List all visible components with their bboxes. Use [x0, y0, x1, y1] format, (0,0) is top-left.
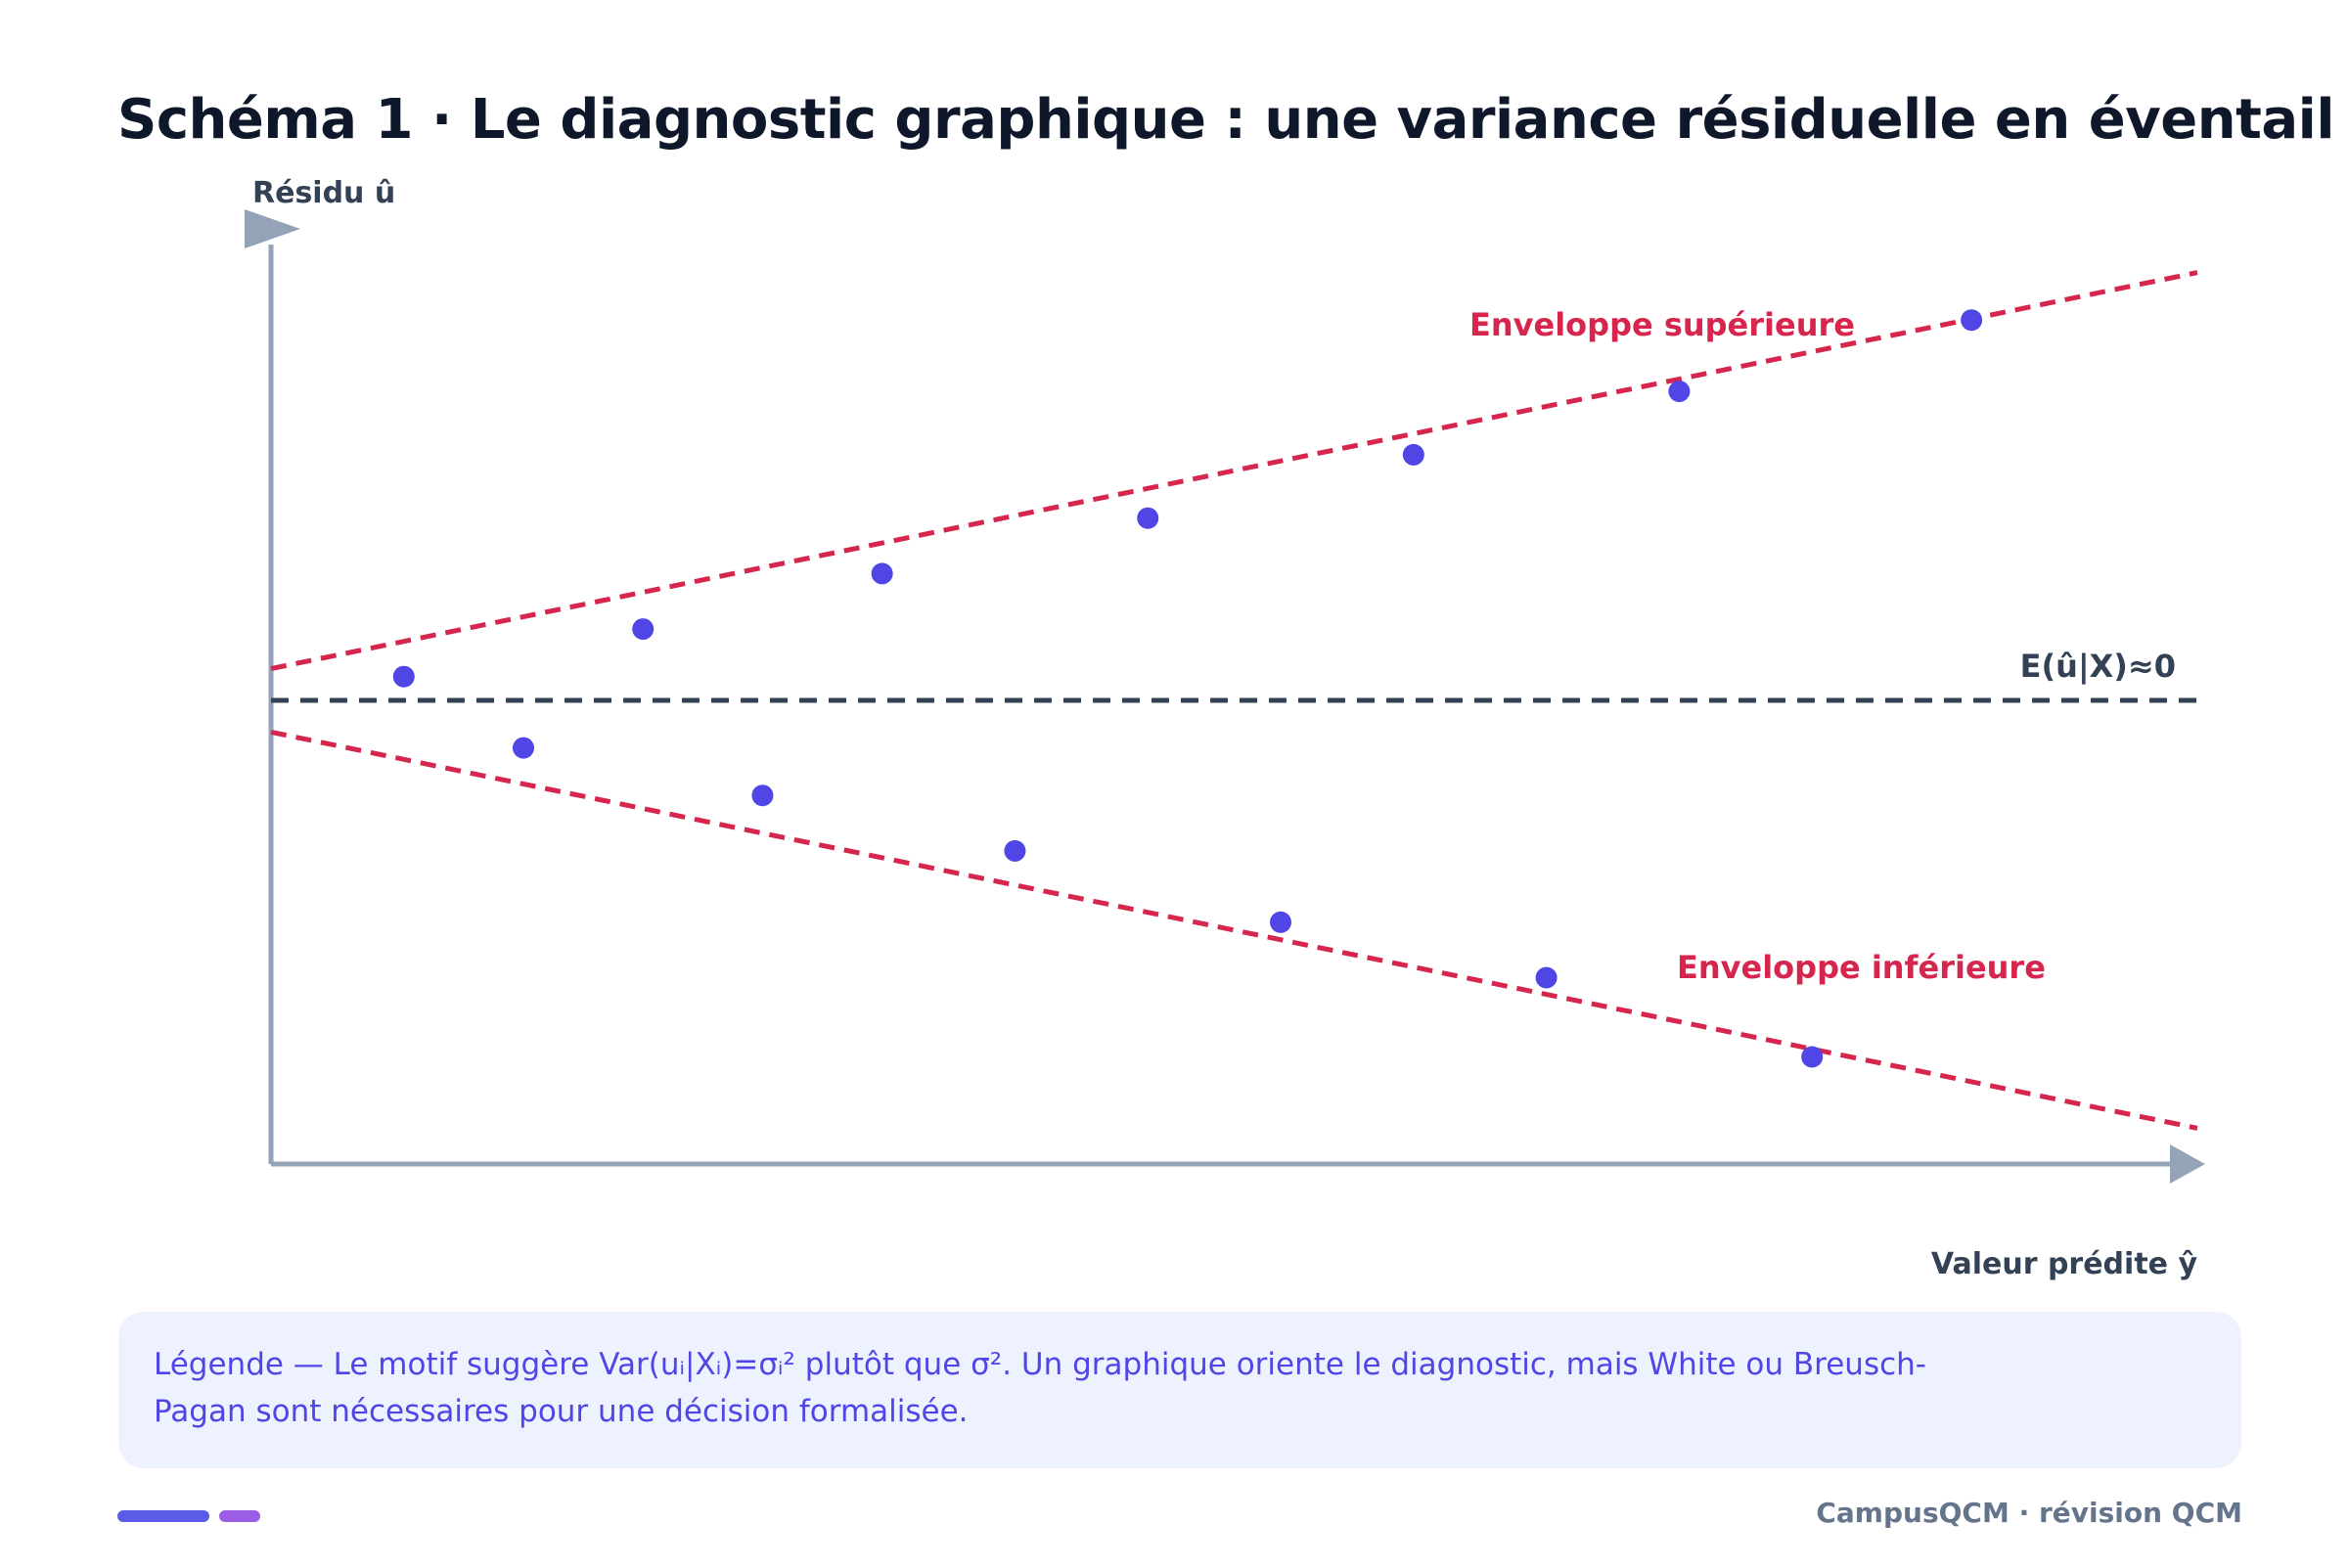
axes — [245, 209, 2205, 1184]
legend-text: Légende — Le motif suggère Var(uᵢ|Xᵢ)=σᵢ… — [154, 1347, 1926, 1429]
data-point — [1668, 381, 1691, 403]
footer-brand: CampusQCM · révision QCM — [1816, 1497, 2242, 1529]
data-point — [392, 665, 415, 688]
data-point — [513, 737, 535, 759]
data-point — [751, 784, 774, 807]
data-point — [632, 618, 655, 641]
diagram-lines — [270, 270, 2201, 1131]
data-point — [1137, 507, 1159, 529]
page-title: Schéma 1 · Le diagnostic graphique : une… — [117, 88, 2335, 152]
x-axis-arrow — [2170, 1144, 2205, 1184]
lower-envelope-label: Enveloppe inférieure — [1677, 949, 2046, 986]
data-point — [1004, 839, 1026, 862]
x-axis-label: Valeur prédite ŷ — [1931, 1247, 2198, 1281]
footer-accent-bar — [117, 1510, 209, 1522]
data-point — [1535, 966, 1558, 989]
legend-box: Légende — Le motif suggère Var(uᵢ|Xᵢ)=σᵢ… — [118, 1312, 2241, 1468]
data-point — [1801, 1046, 1824, 1068]
mean-line-label: E(û|X)≈0 — [2020, 648, 2176, 686]
lower-envelope-line — [270, 729, 2198, 1131]
data-point — [1961, 309, 1983, 332]
data-point — [871, 562, 893, 585]
y-axis-arrow — [245, 209, 300, 248]
footer-accent-bar-small — [219, 1510, 260, 1522]
y-axis-label: Résidu û — [252, 176, 395, 210]
upper-envelope-line — [270, 270, 2198, 672]
data-point — [1270, 911, 1292, 933]
data-points — [392, 309, 1983, 1068]
upper-envelope-label: Enveloppe supérieure — [1469, 306, 1855, 343]
data-point — [1402, 443, 1424, 466]
